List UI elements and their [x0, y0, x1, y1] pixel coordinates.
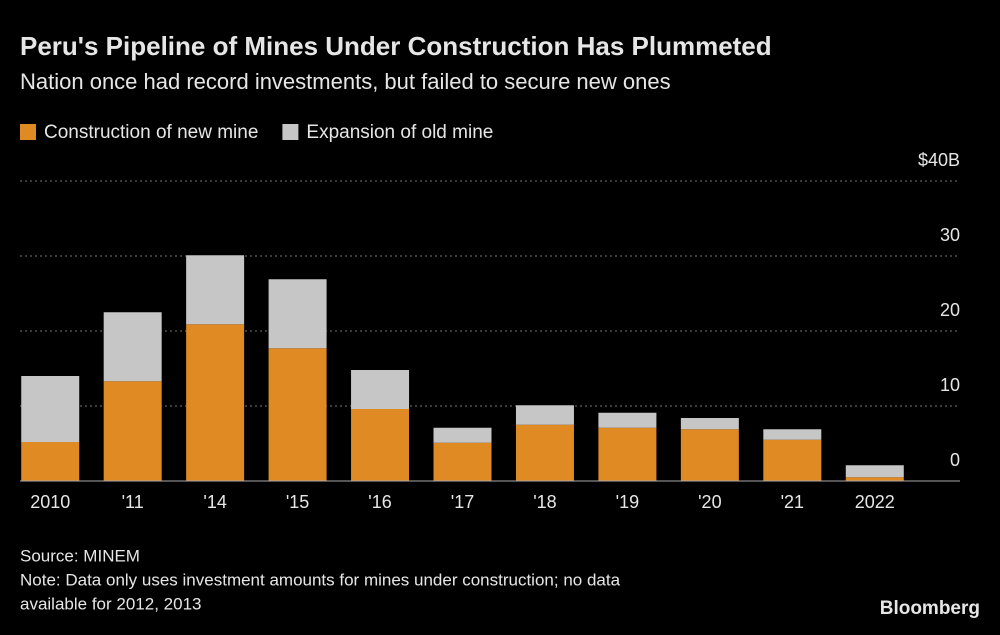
x-tick-label: '21 [781, 492, 804, 512]
bar-segment [433, 427, 492, 443]
y-tick-label: 20 [940, 300, 960, 320]
source: Source: MINEM [20, 546, 140, 565]
bar-segment [433, 442, 492, 481]
bar-segment [268, 279, 327, 349]
bar-segment [515, 424, 574, 481]
x-tick-label: '14 [203, 492, 226, 512]
bar-segment [21, 442, 80, 481]
y-tick-label: 10 [940, 375, 960, 395]
chart-title: Peru's Pipeline of Mines Under Construct… [20, 31, 772, 61]
x-tick-label: '17 [451, 492, 474, 512]
x-tick-label: 2010 [30, 492, 70, 512]
bar-segment [845, 465, 904, 478]
note: Note: Data only uses investment amounts … [20, 570, 621, 589]
bar-segment [351, 409, 410, 481]
bar-segment [21, 376, 80, 442]
y-tick-label: 30 [940, 225, 960, 245]
bar-segment [351, 370, 410, 409]
bar-segment [680, 418, 739, 430]
note: available for 2012, 2013 [20, 594, 201, 613]
legend-label: Expansion of old mine [306, 122, 493, 143]
legend-swatch [20, 124, 36, 140]
x-tick-label: '18 [533, 492, 556, 512]
y-tick-label: 0 [950, 450, 960, 470]
x-tick-label: '16 [368, 492, 391, 512]
bar-segment [186, 324, 245, 481]
x-tick-label: '20 [698, 492, 721, 512]
bar-segment [845, 477, 904, 481]
bar-segment [268, 348, 327, 481]
bar-segment [598, 427, 657, 481]
bar-segment [763, 439, 822, 481]
brand: Bloomberg [880, 598, 980, 619]
x-tick-label: '15 [286, 492, 309, 512]
y-tick-label: $40B [918, 150, 960, 170]
bar-segment [103, 381, 162, 481]
bar-segment [598, 412, 657, 428]
bar-segment [763, 429, 822, 440]
legend-label: Construction of new mine [44, 122, 258, 143]
bar-segment [186, 255, 245, 325]
x-tick-label: '11 [122, 492, 144, 512]
legend-swatch [282, 124, 299, 140]
bar-segment [680, 429, 739, 481]
bar-segment [515, 405, 574, 425]
x-tick-label: '19 [616, 492, 639, 512]
bar-segment [103, 312, 162, 382]
chart-subtitle: Nation once had record investments, but … [20, 69, 671, 94]
x-tick-label: 2022 [855, 492, 895, 512]
